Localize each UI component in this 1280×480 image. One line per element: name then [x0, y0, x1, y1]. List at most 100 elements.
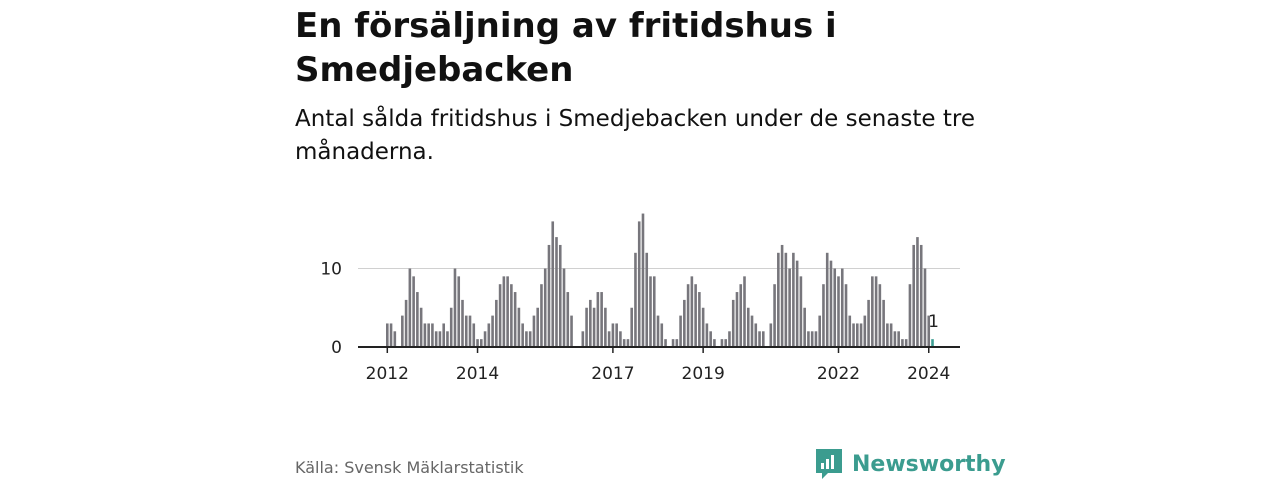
bar	[690, 276, 694, 347]
bar	[701, 307, 705, 347]
x-tick-label: 2019	[682, 364, 725, 384]
bar	[551, 221, 555, 347]
bar	[506, 276, 509, 347]
bar	[709, 331, 712, 347]
bar	[626, 339, 630, 347]
bar	[401, 315, 404, 347]
chart-title: En försäljning av fritidshus i Smedjebac…	[295, 6, 837, 90]
bar	[562, 268, 566, 347]
bar	[510, 284, 513, 347]
bar	[698, 292, 701, 347]
bar	[777, 252, 780, 347]
chart-subtitle: Antal sålda fritidshus i Smedjebacken un…	[295, 106, 975, 165]
bar	[449, 307, 453, 347]
bar	[389, 323, 393, 347]
bar	[419, 307, 423, 347]
bar	[731, 299, 735, 347]
bar	[408, 268, 412, 347]
bar	[837, 276, 840, 347]
bar	[916, 237, 919, 347]
bar	[521, 323, 524, 347]
bar	[656, 315, 660, 347]
bar	[619, 331, 622, 347]
bar	[810, 331, 814, 347]
x-tick-label: 2024	[907, 364, 950, 384]
bar	[540, 284, 543, 347]
bar	[547, 244, 551, 347]
bar	[822, 284, 825, 347]
bar	[893, 331, 897, 347]
bar	[404, 299, 408, 347]
bar	[844, 284, 848, 347]
bar	[818, 315, 821, 347]
axes	[358, 346, 960, 353]
bar	[780, 244, 784, 347]
bar	[611, 323, 615, 347]
bar	[423, 323, 427, 347]
bar	[825, 252, 829, 347]
bar	[833, 268, 837, 347]
bar	[773, 284, 776, 347]
source-note: Källa: Svensk Mäklarstatistik	[295, 458, 524, 477]
bar	[513, 292, 517, 347]
bar	[483, 331, 487, 347]
bar	[615, 323, 618, 347]
y-tick-label: 0	[331, 338, 342, 358]
bar	[912, 244, 915, 347]
bar	[799, 276, 803, 347]
bar	[637, 221, 641, 347]
bar	[480, 339, 483, 347]
bar	[476, 339, 479, 347]
bar	[762, 331, 765, 347]
bar	[528, 331, 532, 347]
bar	[904, 339, 908, 347]
bar	[840, 268, 844, 347]
bar	[852, 323, 855, 347]
bar	[735, 292, 739, 347]
bar	[728, 331, 731, 347]
bar	[581, 331, 585, 347]
bar	[585, 307, 588, 347]
y-tick-label: 10	[320, 260, 342, 280]
bar	[923, 268, 927, 347]
newsworthy-logo[interactable]: Newsworthy	[814, 447, 1006, 480]
bar	[536, 307, 539, 347]
bar	[739, 284, 743, 347]
bar	[558, 244, 562, 347]
bar	[468, 315, 472, 347]
bar	[671, 339, 675, 347]
bar	[901, 339, 904, 347]
bar	[746, 307, 750, 347]
bar	[795, 260, 799, 347]
bar	[754, 323, 758, 347]
bar	[919, 244, 923, 347]
brand-name: Newsworthy	[852, 451, 1006, 477]
bar	[889, 323, 893, 347]
bar	[491, 315, 494, 347]
bar	[502, 276, 506, 347]
bar	[472, 323, 476, 347]
x-tick-label: 2017	[591, 364, 634, 384]
bar	[859, 323, 863, 347]
bar	[750, 315, 754, 347]
bar	[457, 276, 461, 347]
bar	[686, 284, 690, 347]
bar	[416, 292, 419, 347]
bar	[645, 252, 649, 347]
bar	[461, 299, 464, 347]
x-tick-label: 2022	[817, 364, 860, 384]
bar	[442, 323, 445, 347]
bar	[927, 315, 931, 347]
bar	[649, 276, 652, 347]
bar	[487, 323, 491, 347]
bar	[431, 323, 434, 347]
bar	[517, 307, 521, 347]
bar	[897, 331, 900, 347]
bar	[641, 213, 645, 347]
bar	[555, 237, 558, 347]
bar	[498, 284, 502, 347]
bar	[713, 339, 716, 347]
bar	[592, 307, 596, 347]
bar	[607, 331, 611, 347]
bar	[634, 252, 637, 347]
